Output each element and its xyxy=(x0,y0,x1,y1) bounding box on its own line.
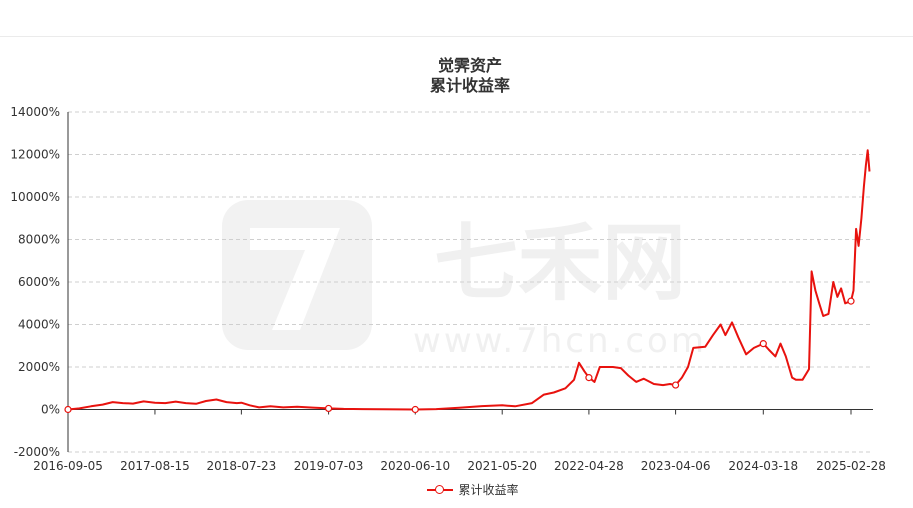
series-point xyxy=(671,381,680,389)
watermark-brand: 七禾网 xyxy=(434,214,686,312)
x-tick-label: 2023-04-06 xyxy=(641,459,711,473)
legend-swatch xyxy=(427,484,454,495)
x-tick-label: 2024-03-18 xyxy=(728,459,798,473)
series-point xyxy=(411,405,419,414)
top-divider xyxy=(0,36,913,37)
x-tick-label: 2017-08-15 xyxy=(120,459,190,473)
series-point xyxy=(759,340,767,348)
y-tick-label: 12000% xyxy=(10,148,60,162)
chart-subtitle: 累计收益率 xyxy=(429,76,510,95)
x-tick-label: 2019-07-03 xyxy=(294,459,364,473)
series-point xyxy=(585,374,593,382)
series-point xyxy=(324,404,333,413)
y-tick-label: 6000% xyxy=(18,275,60,289)
y-tick-label: 2000% xyxy=(18,360,60,374)
series-line xyxy=(67,149,871,411)
x-tick-label: 2016-09-05 xyxy=(33,459,103,473)
watermark-logo-mark xyxy=(250,228,340,330)
x-tick-label: 2025-02-28 xyxy=(816,459,886,473)
y-tick-label: -2000% xyxy=(14,445,60,459)
legend-label: 累计收益率 xyxy=(458,483,519,497)
x-tick-label: 2020-06-10 xyxy=(380,459,450,473)
y-tick-label: 0% xyxy=(41,403,60,417)
watermark: 七禾网 www.7hcn.com xyxy=(222,200,707,361)
y-tick-label: 8000% xyxy=(18,233,60,247)
series-point xyxy=(847,297,855,305)
grid-lines xyxy=(68,111,873,453)
y-tick-label: 4000% xyxy=(18,318,60,332)
chart-title: 觉霁资产 xyxy=(437,56,502,75)
y-tick-label: 14000% xyxy=(10,105,60,119)
x-tick-label: 2021-05-20 xyxy=(467,459,537,473)
axes: -2000% 0% 2000% 4000% 6000% 8000% 10000% 12000%… xyxy=(10,105,885,473)
y-tick-label: 10000% xyxy=(10,190,60,204)
watermark-url: www.7hcn.com xyxy=(413,321,707,361)
series-group xyxy=(64,149,871,414)
x-tick-label: 2022-04-28 xyxy=(554,459,624,473)
series-point xyxy=(64,405,72,414)
legend[interactable]: 累计收益率 xyxy=(0,481,913,498)
x-tick-label: 2018-07-23 xyxy=(207,459,277,473)
